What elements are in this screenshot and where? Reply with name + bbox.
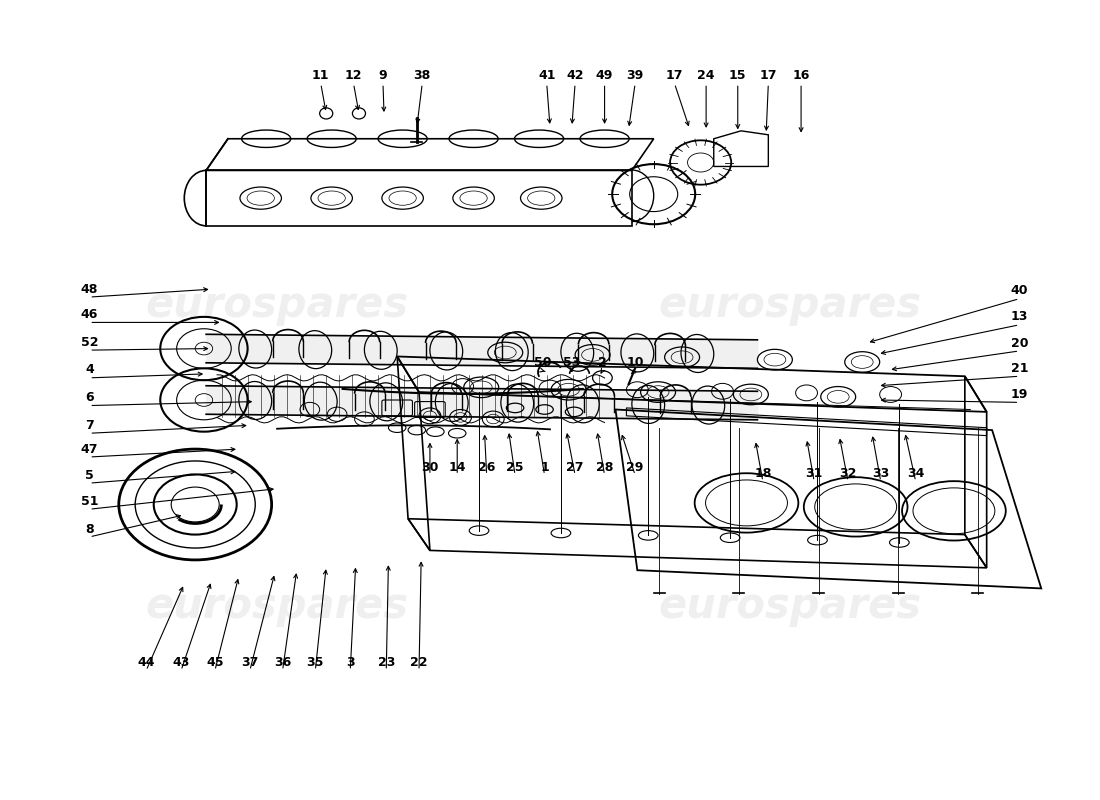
Text: 40: 40 <box>1011 284 1028 298</box>
Text: 26: 26 <box>478 461 495 474</box>
Text: 34: 34 <box>908 467 924 480</box>
Text: 24: 24 <box>697 69 715 82</box>
Text: 52: 52 <box>80 336 98 349</box>
Text: 13: 13 <box>1011 310 1028 323</box>
Text: 23: 23 <box>377 656 395 670</box>
Text: 21: 21 <box>1011 362 1028 375</box>
Text: 31: 31 <box>805 467 823 480</box>
Text: 18: 18 <box>755 467 771 480</box>
Text: 33: 33 <box>872 467 890 480</box>
Text: 15: 15 <box>729 69 747 82</box>
Text: 29: 29 <box>627 461 644 474</box>
Text: 32: 32 <box>839 467 857 480</box>
Text: 47: 47 <box>80 442 98 455</box>
Text: 5: 5 <box>85 469 94 482</box>
Text: 1: 1 <box>540 461 549 474</box>
Text: 48: 48 <box>80 282 98 296</box>
Text: eurospares: eurospares <box>145 585 408 627</box>
Text: 30: 30 <box>421 461 439 474</box>
Text: 7: 7 <box>85 419 94 432</box>
Text: 50: 50 <box>534 356 551 370</box>
Text: 9: 9 <box>378 69 387 82</box>
Text: 35: 35 <box>307 656 324 670</box>
Text: 12: 12 <box>344 69 362 82</box>
Text: 49: 49 <box>596 69 614 82</box>
Text: 16: 16 <box>792 69 810 82</box>
Text: 17: 17 <box>666 69 683 82</box>
Text: 36: 36 <box>274 656 292 670</box>
Text: 19: 19 <box>1011 388 1028 401</box>
Text: 43: 43 <box>173 656 189 670</box>
Text: 46: 46 <box>80 308 98 321</box>
Text: 4: 4 <box>85 363 94 377</box>
Text: 14: 14 <box>449 461 466 474</box>
Text: 2: 2 <box>598 356 607 370</box>
Text: 11: 11 <box>312 69 330 82</box>
Text: 25: 25 <box>506 461 524 474</box>
Text: 28: 28 <box>596 461 614 474</box>
Text: 20: 20 <box>1011 337 1028 350</box>
Text: 37: 37 <box>241 656 258 670</box>
Text: eurospares: eurospares <box>145 284 408 326</box>
Text: 41: 41 <box>538 69 556 82</box>
Text: 27: 27 <box>566 461 584 474</box>
Text: 44: 44 <box>138 656 155 670</box>
Text: 22: 22 <box>410 656 428 670</box>
Text: 53: 53 <box>563 356 581 370</box>
Text: 3: 3 <box>345 656 354 670</box>
Text: 8: 8 <box>85 522 94 535</box>
Text: eurospares: eurospares <box>659 284 922 326</box>
Text: 38: 38 <box>414 69 431 82</box>
Text: 42: 42 <box>566 69 584 82</box>
Text: 10: 10 <box>626 356 644 370</box>
Text: 17: 17 <box>760 69 777 82</box>
Text: 6: 6 <box>85 391 94 404</box>
Text: 39: 39 <box>627 69 644 82</box>
Text: 51: 51 <box>80 495 98 508</box>
Text: 45: 45 <box>206 656 223 670</box>
Text: eurospares: eurospares <box>659 585 922 627</box>
